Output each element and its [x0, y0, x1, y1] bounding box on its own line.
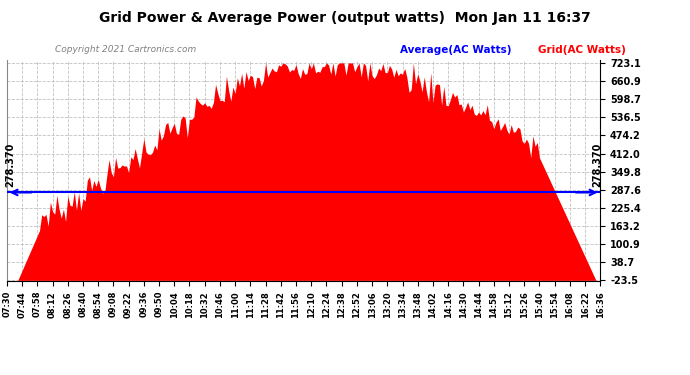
Text: 278.370: 278.370	[5, 142, 15, 187]
Text: 278.370: 278.370	[592, 142, 602, 187]
Text: Copyright 2021 Cartronics.com: Copyright 2021 Cartronics.com	[55, 45, 197, 54]
Text: Grid Power & Average Power (output watts)  Mon Jan 11 16:37: Grid Power & Average Power (output watts…	[99, 11, 591, 25]
Text: Grid(AC Watts): Grid(AC Watts)	[538, 45, 626, 55]
Text: Average(AC Watts): Average(AC Watts)	[400, 45, 512, 55]
